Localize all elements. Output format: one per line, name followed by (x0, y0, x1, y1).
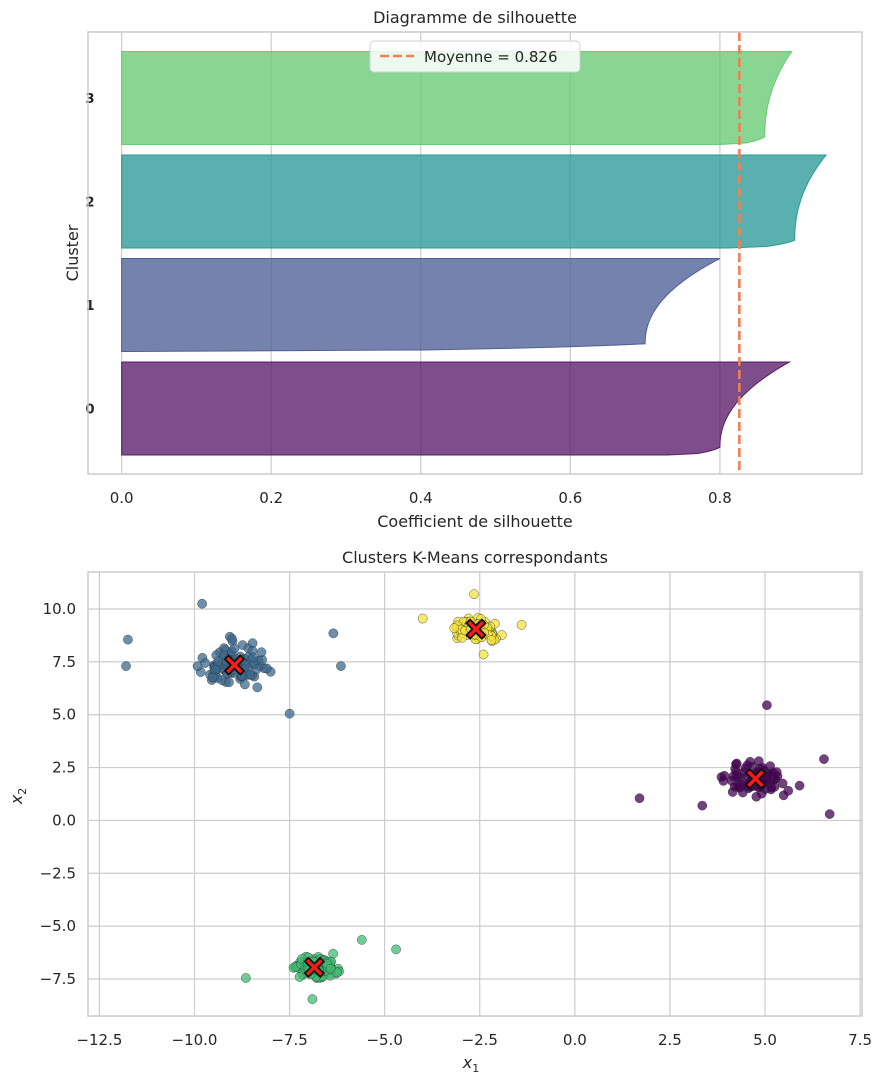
x-axis-label-main: x (462, 1053, 473, 1072)
silhouette-band-cluster-1 (121, 258, 721, 353)
data-point (200, 658, 210, 668)
data-point (256, 647, 267, 657)
data-point (731, 759, 741, 770)
cluster-0-points (634, 700, 835, 819)
y-tick-label: −2.5 (40, 864, 76, 882)
y-tick-label: 7.5 (52, 653, 76, 671)
plot-frame (87, 31, 863, 475)
y-tick-label: 2.5 (52, 759, 76, 777)
data-point (742, 760, 753, 770)
data-point (486, 635, 497, 645)
silhouette-band-cluster-2 (121, 154, 828, 249)
y-tick-label: 5.0 (52, 706, 76, 724)
centroid-marker (465, 618, 487, 640)
data-point (336, 661, 346, 671)
data-point (516, 620, 527, 630)
data-point (417, 613, 428, 624)
data-point (328, 948, 338, 959)
data-point (794, 780, 805, 791)
x-tick-label: 7.5 (848, 1031, 872, 1049)
data-point (325, 963, 336, 974)
data-point (262, 663, 272, 674)
x-tick-label: −10.0 (172, 1031, 218, 1049)
x-tick-label: 0.8 (708, 489, 732, 507)
legend-mean-label: Moyenne = 0.826 (424, 48, 558, 66)
cluster-label-0: 0 (85, 403, 94, 418)
data-point (766, 784, 776, 795)
data-point (778, 790, 789, 801)
silhouette-band-cluster-0 (121, 361, 792, 456)
x-tick-label: −7.5 (271, 1031, 307, 1049)
cluster-1-points (121, 598, 346, 719)
legend-box (369, 40, 581, 73)
data-point (224, 677, 234, 688)
chart-title: Clusters K-Means correspondants (342, 548, 608, 567)
x-axis-label-sub: 1 (472, 1062, 479, 1075)
data-point (229, 643, 240, 654)
data-point (227, 633, 237, 644)
data-point (762, 700, 772, 710)
centroid-marker (223, 654, 246, 676)
cluster-label-2: 2 (85, 196, 94, 211)
x-tick-label: −12.5 (76, 1031, 122, 1049)
data-point (391, 944, 401, 955)
data-point (751, 791, 762, 802)
data-point (284, 708, 295, 719)
data-point (237, 640, 248, 650)
data-point (716, 772, 727, 782)
y-axis-label: Cluster (63, 224, 82, 281)
centroid-marker (303, 956, 326, 979)
x-axis-label: Coefficient de silhouette (377, 512, 572, 531)
x-tick-label: −5.0 (366, 1031, 402, 1049)
data-point (294, 972, 305, 982)
x-tick-label: 0.2 (259, 489, 283, 507)
x-tick-label: 0.0 (110, 489, 134, 507)
data-point (449, 623, 460, 633)
data-point (328, 628, 339, 639)
y-tick-label: 10.0 (43, 600, 76, 618)
y-axis-label: x2 (7, 788, 29, 805)
data-point (819, 754, 829, 764)
data-point (197, 598, 207, 609)
data-point (121, 661, 131, 671)
data-point (478, 649, 489, 660)
data-point (252, 682, 263, 693)
kmeans-scatter-chart: −12.5 −10.0 −7.5 −5.0 −2.5 0.0 2.5 5.0 7.510.07.… (7, 548, 872, 1075)
data-point (824, 809, 835, 819)
data-point (307, 994, 318, 1004)
x-axis-label: x1 (462, 1053, 479, 1075)
chart-title: Diagramme de silhouette (373, 8, 577, 27)
y-tick-label: 0.0 (52, 811, 76, 829)
x-tick-label: 2.5 (658, 1031, 682, 1049)
data-point (251, 664, 262, 674)
data-point (207, 672, 218, 683)
data-point (777, 778, 788, 789)
y-axis-label-sub: 2 (16, 788, 29, 795)
data-point (123, 634, 133, 645)
cluster-label-3: 3 (85, 92, 94, 107)
plot-frame (87, 571, 863, 1017)
x-tick-label: 0.0 (563, 1031, 587, 1049)
silhouette-band-cluster-3 (121, 51, 793, 145)
data-point (240, 679, 250, 690)
x-tick-label: 0.4 (409, 489, 433, 507)
data-point (697, 800, 708, 811)
y-tick-label: −7.5 (40, 970, 76, 988)
x-tick-label: −2.5 (462, 1031, 498, 1049)
x-tick-label: 0.6 (558, 489, 582, 507)
data-point (248, 652, 258, 663)
silhouette-chart: 0 1 2 3 0.0 0.2 0.4 0.6 0.8 Diagramme de silhouet… (63, 8, 863, 531)
cluster-label-1: 1 (85, 299, 94, 314)
data-point (241, 973, 251, 983)
data-point (213, 656, 224, 666)
y-tick-label: −5.0 (40, 917, 76, 935)
data-point (469, 589, 479, 600)
centroid-marker (744, 768, 767, 790)
legend: Moyenne = 0.826 (369, 40, 581, 73)
data-point (357, 935, 367, 945)
data-point (634, 793, 645, 804)
y-axis-label-main: x (7, 794, 26, 805)
x-tick-label: 5.0 (753, 1031, 777, 1049)
